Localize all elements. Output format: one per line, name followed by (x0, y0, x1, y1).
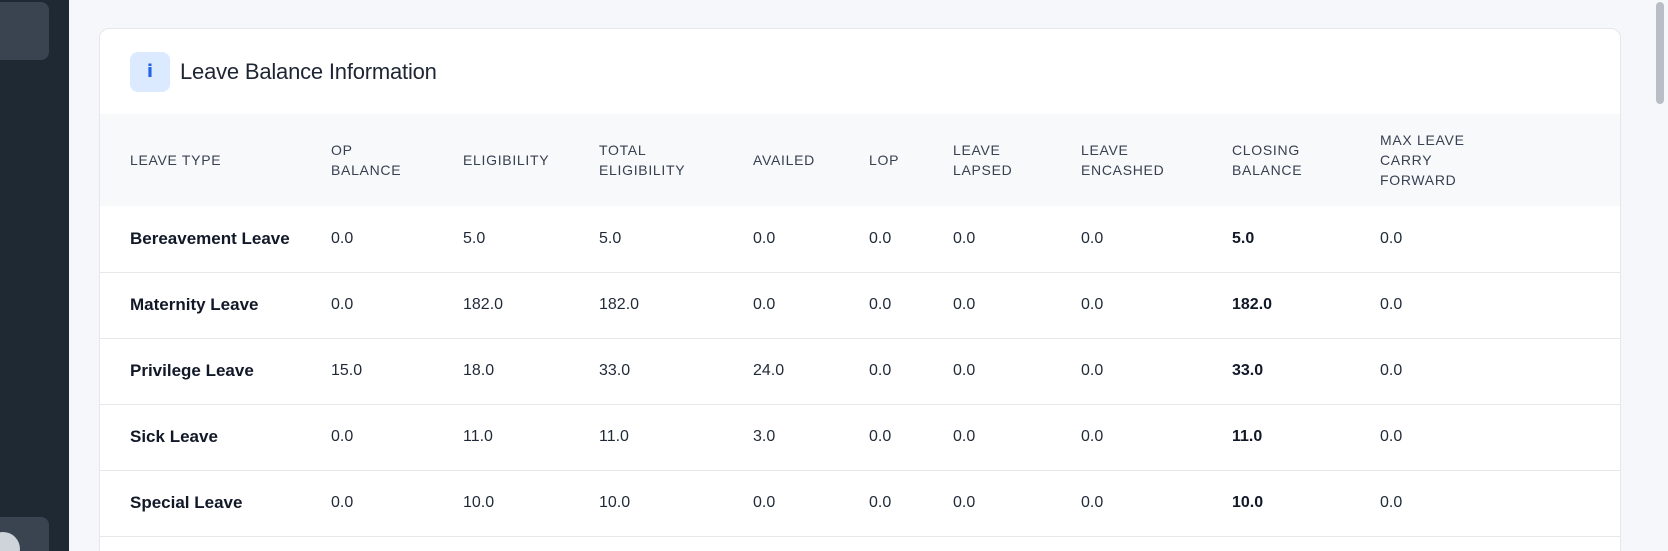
cell-closing-balance: 11.0 (1232, 404, 1380, 471)
cell-lop: 0.0 (869, 338, 953, 405)
cell-max-carry-forward: 0.0 (1380, 404, 1620, 471)
cell-closing-balance: 10.0 (1232, 470, 1380, 537)
info-icon: i (130, 51, 170, 92)
cell-leave-type: Maternity Leave (100, 272, 331, 339)
header-leave-type: LEAVE TYPE (130, 152, 222, 168)
cell-closing-balance: 5.0 (1232, 206, 1380, 273)
cell-leave-lapsed: 0.0 (953, 404, 1081, 471)
cell-leave-type: Special Leave (100, 470, 331, 537)
cell-total-eligibility: 10.0 (599, 470, 753, 537)
header-eligibility: ELIGIBILITY (463, 152, 550, 168)
cell-max-carry-forward: 0.0 (1380, 338, 1620, 405)
table-row: Privilege Leave 15.0 18.0 33.0 24.0 0.0 … (100, 338, 1620, 405)
cell-eligibility: 5.0 (463, 206, 599, 273)
header-max-leave-carry-forward: MAX LEAVE CARRY FORWARD (1380, 132, 1465, 188)
header-lop: LOP (869, 152, 900, 168)
scrollbar-thumb[interactable] (1656, 2, 1664, 104)
cell-op-balance: 0.0 (331, 206, 463, 273)
cell-op-balance: 15.0 (331, 338, 463, 405)
cell-eligibility: 10.0 (463, 470, 599, 537)
cell-lop: 0.0 (869, 206, 953, 273)
cell-eligibility: 18.0 (463, 338, 599, 405)
cell-max-carry-forward: 0.0 (1380, 206, 1620, 273)
cell-availed: 0.0 (753, 470, 869, 537)
cell-leave-type: Sick Leave (100, 404, 331, 471)
table-row: Special Leave 0.0 10.0 10.0 0.0 0.0 0.0 … (100, 470, 1620, 537)
cell-closing-balance: 33.0 (1232, 338, 1380, 405)
table-header-row: LEAVE TYPE OP BALANCE ELIGIBILITY TOTAL … (100, 114, 1620, 206)
cell-lop: 0.0 (869, 470, 953, 537)
table-row: Sick Leave 0.0 11.0 11.0 3.0 0.0 0.0 0.0… (100, 404, 1620, 471)
card-title: Leave Balance Information (180, 58, 437, 84)
sidebar (0, 0, 69, 551)
cell-leave-lapsed: 0.0 (953, 206, 1081, 273)
cell-availed: 0.0 (753, 272, 869, 339)
header-leave-encashed: LEAVE ENCASHED (1081, 142, 1165, 178)
header-leave-lapsed: LEAVE LAPSED (953, 142, 1013, 178)
card-header: i Leave Balance Information (100, 29, 1620, 114)
cell-lop: 0.0 (869, 272, 953, 339)
cell-total-eligibility: 33.0 (599, 338, 753, 405)
leave-balance-card: i Leave Balance Information LEAVE TYPE O… (99, 28, 1621, 551)
cell-leave-lapsed: 0.0 (953, 338, 1081, 405)
cell-leave-encashed: 0.0 (1081, 338, 1232, 405)
cell-leave-encashed: 0.0 (1081, 206, 1232, 273)
cell-total-eligibility: 5.0 (599, 206, 753, 273)
cell-eligibility: 182.0 (463, 272, 599, 339)
table-row: Bereavement Leave 0.0 5.0 5.0 0.0 0.0 0.… (100, 206, 1620, 273)
cell-leave-encashed: 0.0 (1081, 404, 1232, 471)
cell-availed: 3.0 (753, 404, 869, 471)
cell-eligibility: 11.0 (463, 404, 599, 471)
cell-max-carry-forward: 0.0 (1380, 470, 1620, 537)
cell-availed: 0.0 (753, 206, 869, 273)
cell-leave-lapsed: 0.0 (953, 470, 1081, 537)
cell-leave-type: Privilege Leave (100, 338, 331, 405)
cell-leave-encashed: 0.0 (1081, 470, 1232, 537)
header-total-eligibility: TOTAL ELIGIBILITY (599, 142, 686, 178)
page-scrollbar[interactable] (1652, 0, 1668, 551)
cell-closing-balance: 182.0 (1232, 272, 1380, 339)
cell-op-balance: 0.0 (331, 404, 463, 471)
header-op-balance: OP BALANCE (331, 142, 402, 178)
cell-availed: 24.0 (753, 338, 869, 405)
avatar[interactable] (0, 532, 20, 551)
header-closing-balance: CLOSING BALANCE (1232, 142, 1303, 178)
table-row: Maternity Leave 0.0 182.0 182.0 0.0 0.0 … (100, 272, 1620, 339)
sidebar-nav-item[interactable] (0, 2, 49, 60)
cell-total-eligibility: 182.0 (599, 272, 753, 339)
leave-balance-table: LEAVE TYPE OP BALANCE ELIGIBILITY TOTAL … (100, 114, 1620, 537)
cell-leave-type: Bereavement Leave (100, 206, 331, 273)
cell-total-eligibility: 11.0 (599, 404, 753, 471)
cell-leave-lapsed: 0.0 (953, 272, 1081, 339)
cell-lop: 0.0 (869, 404, 953, 471)
cell-op-balance: 0.0 (331, 470, 463, 537)
cell-leave-encashed: 0.0 (1081, 272, 1232, 339)
header-availed: AVAILED (753, 152, 815, 168)
cell-op-balance: 0.0 (331, 272, 463, 339)
cell-max-carry-forward: 0.0 (1380, 272, 1620, 339)
